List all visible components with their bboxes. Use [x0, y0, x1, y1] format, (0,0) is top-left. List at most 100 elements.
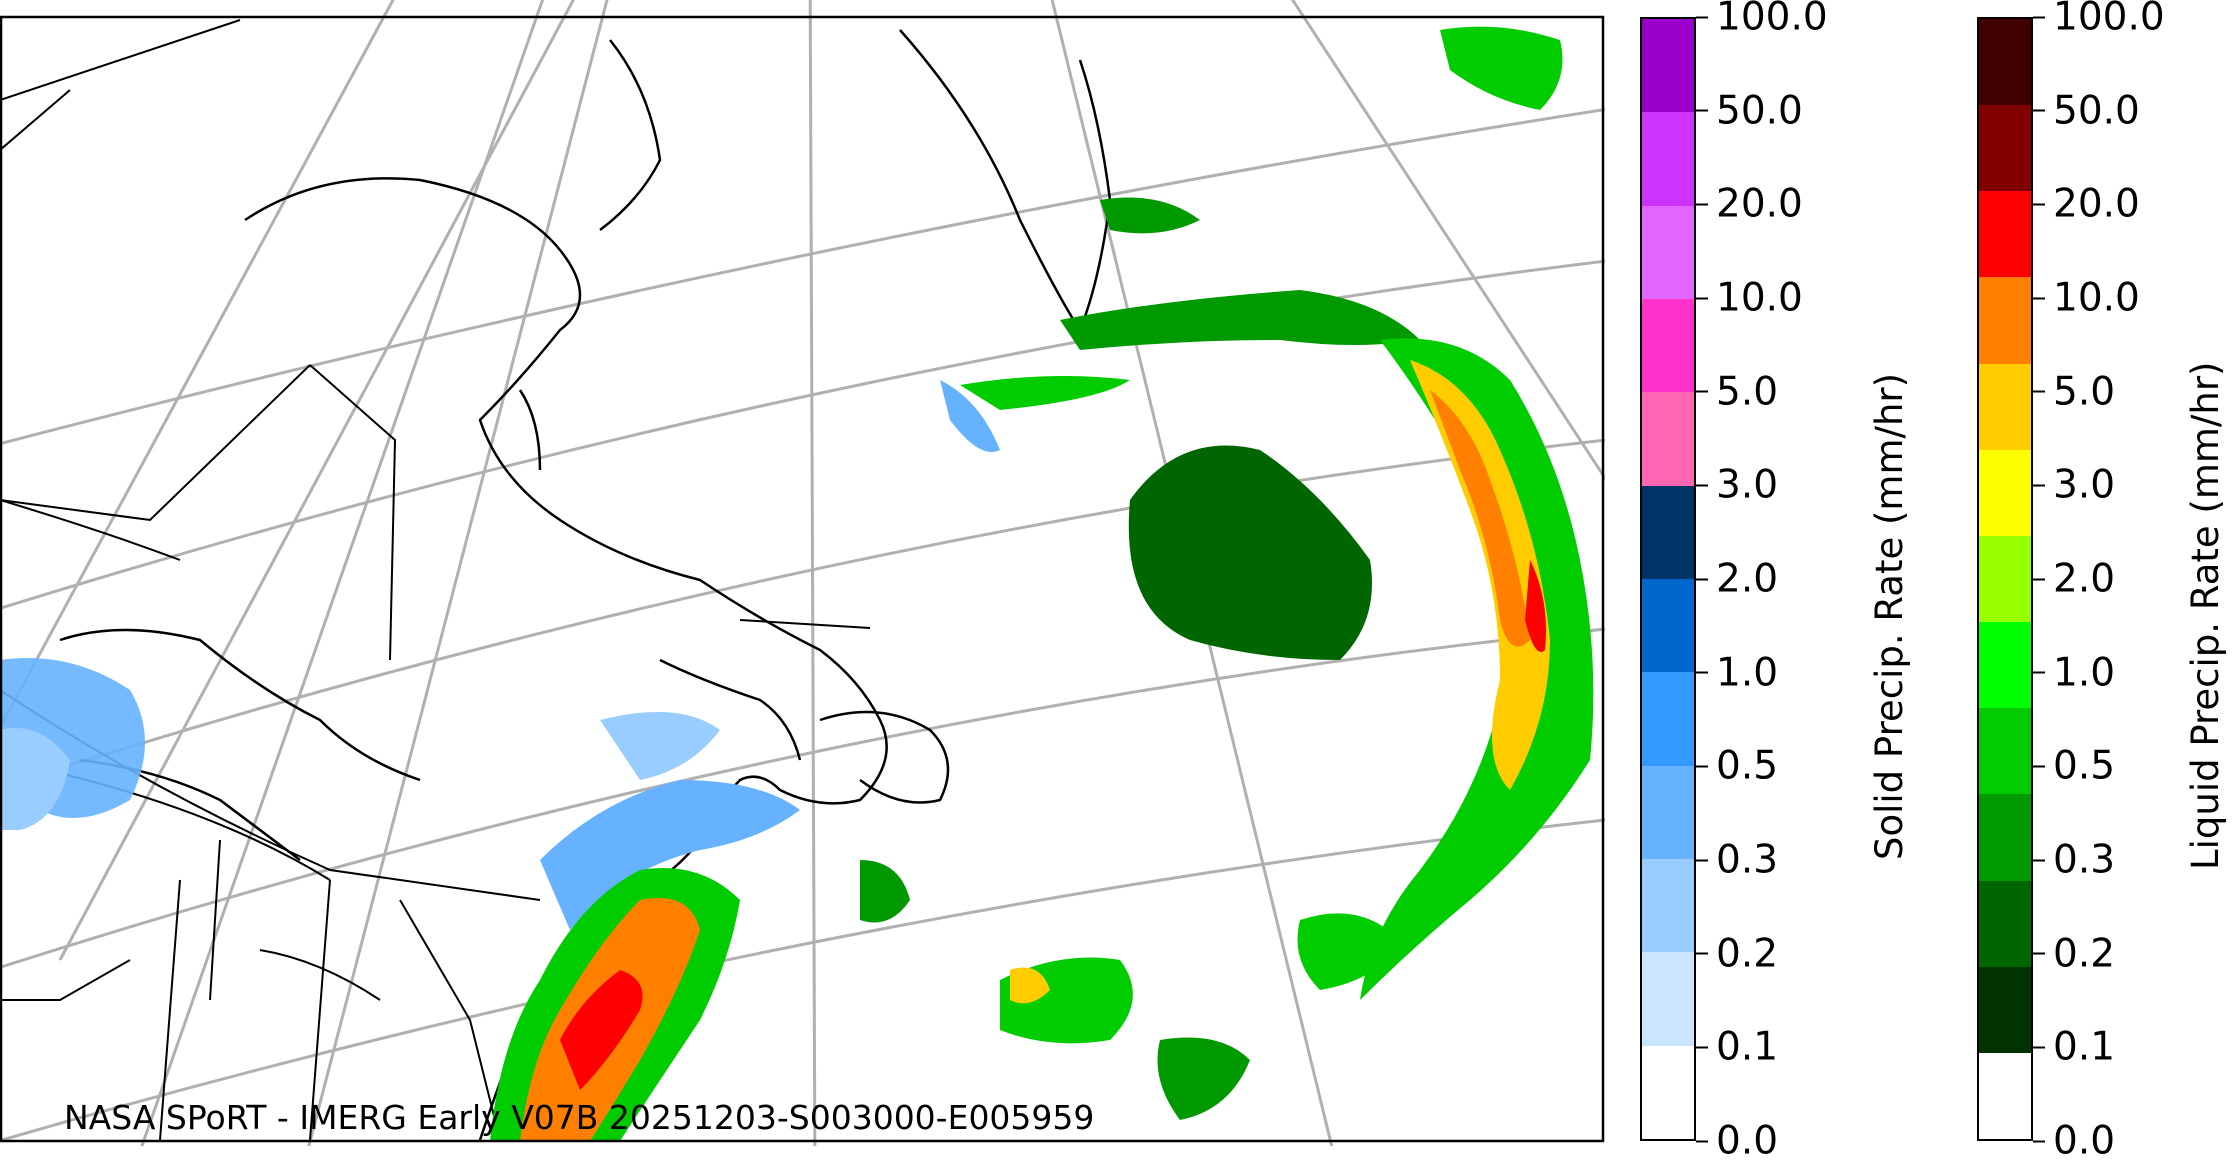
tick-label: 10.0 [2053, 275, 2140, 321]
tick-mark [2033, 1140, 2045, 1142]
colorbar-segment [1642, 765, 1694, 860]
snow-area-light [600, 712, 720, 780]
precipitation-fields [0, 26, 1594, 1141]
colorbar-segment [1642, 859, 1694, 953]
tick-mark [2033, 952, 2045, 955]
tick-mark [2033, 16, 2045, 18]
colorbar-tick: 20.0 [1696, 182, 1803, 227]
colorbar-segment [1642, 485, 1694, 580]
colorbar-tick: 0.2 [2033, 931, 2115, 976]
tick-mark [1696, 297, 1708, 299]
colorbar-segment [1979, 277, 2031, 364]
tick-mark [2033, 109, 2045, 112]
longitude-line [58, 0, 575, 961]
colorbar-tick: 10.0 [1696, 276, 1803, 321]
colorbar-tick: 50.0 [2033, 88, 2140, 133]
colorbar-segment [1642, 392, 1694, 486]
colorbar-segment [1642, 205, 1694, 300]
colorbar-segment [1642, 1045, 1694, 1139]
boundary-line [399, 899, 501, 1141]
colorbar-tick: 0.2 [1696, 931, 1778, 976]
colorbar-tick: 3.0 [2033, 463, 2115, 508]
tick-label: 50.0 [2053, 88, 2140, 134]
tick-mark [2033, 484, 2045, 487]
snow-area-light [940, 380, 1000, 452]
rain-cell [1100, 197, 1200, 234]
tick-label: 0.3 [1716, 837, 1779, 883]
longitude-line [1290, 0, 1605, 481]
tick-mark [1696, 859, 1708, 861]
colorbar-segment [1979, 708, 2031, 795]
tick-label: 100.0 [2053, 0, 2165, 40]
boundary-line [0, 364, 311, 522]
boundary-line [0, 499, 181, 561]
tick-label: 0.3 [2053, 837, 2116, 883]
colorbar-segment [1979, 1052, 2031, 1139]
colorbar-tick: 0.3 [1696, 838, 1778, 883]
rain-band-front-core [1410, 360, 1550, 790]
colorbar-tick: 0.0 [2033, 1119, 2115, 1164]
tick-mark [2033, 671, 2045, 674]
tick-mark [2033, 390, 2045, 393]
boundary-line [0, 89, 71, 151]
rain-band-front-heavy [1430, 390, 1530, 647]
tick-mark [2033, 203, 2045, 206]
solid-precip-colorbar [1640, 17, 1696, 1141]
colorbar-tick: 1.0 [2033, 650, 2115, 695]
tick-mark [2033, 765, 2045, 768]
colorbar-tick: 20.0 [2033, 182, 2140, 227]
colorbar-segment [1979, 191, 2031, 278]
coastline [518, 389, 542, 471]
snow-area-new-england [540, 780, 800, 930]
boundary-line [0, 959, 131, 1001]
colorbar-segment [1979, 18, 2031, 106]
colorbar-tick: 0.1 [1696, 1025, 1778, 1070]
tick-mark [2033, 297, 2045, 299]
colorbar-tick: 2.0 [1696, 557, 1778, 602]
rain-area-east-coast-core [560, 970, 643, 1090]
latitude-line [0, 108, 1605, 446]
tick-label: 50.0 [1716, 88, 1803, 134]
tick-label: 1.0 [1716, 650, 1779, 696]
colorbar-segment [1642, 19, 1694, 113]
colorbar-tick: 100.0 [2033, 0, 2165, 40]
tick-label: 10.0 [1716, 275, 1803, 321]
snow-area-great-lakes-light [0, 728, 70, 830]
colorbar-tick: 0.0 [1696, 1119, 1778, 1164]
colorbar-tick: 0.1 [2033, 1025, 2115, 1070]
rain-area-ocean [1128, 445, 1372, 660]
colorbar-tick: 0.3 [2033, 838, 2115, 883]
colorbar-segment [1642, 299, 1694, 393]
liquid-precip-axis-label: Liquid Precip. Rate (mm/hr) [2184, 361, 2227, 871]
colorbar-segment [1979, 535, 2031, 623]
tick-mark [1696, 578, 1708, 580]
longitude-line [140, 0, 545, 1146]
colorbar-tick: 5.0 [2033, 369, 2115, 414]
precipitation-map [0, 0, 1605, 1146]
colorbar-segment [1979, 794, 2031, 881]
solid-precip-axis-label: Solid Precip. Rate (mm/hr) [1868, 372, 1911, 860]
colorbar-segment [1642, 952, 1694, 1046]
tick-label: 0.2 [2053, 931, 2116, 977]
latitude-line [0, 627, 1605, 969]
colorbar-segment [1642, 112, 1694, 206]
map-frame [0, 15, 1605, 1143]
longitude-line [307, 0, 609, 1146]
tick-label: 1.0 [2053, 650, 2116, 696]
colorbar-tick: 0.5 [1696, 744, 1778, 789]
colorbar-segment [1979, 449, 2031, 536]
tick-label: 3.0 [1716, 462, 1779, 508]
boundary-line [209, 839, 221, 1001]
tick-label: 0.0 [1716, 1118, 1779, 1164]
tick-mark [1696, 16, 1708, 18]
tick-label: 2.0 [2053, 556, 2116, 602]
tick-label: 100.0 [1716, 0, 1828, 40]
tick-label: 5.0 [2053, 369, 2116, 415]
tick-label: 0.5 [2053, 743, 2116, 789]
tick-label: 2.0 [1716, 556, 1779, 602]
tick-mark [1696, 484, 1708, 487]
colorbar-tick: 1.0 [1696, 650, 1778, 695]
tick-mark [1696, 952, 1708, 955]
latitude-line [0, 438, 1605, 789]
boundary-line [0, 19, 241, 101]
